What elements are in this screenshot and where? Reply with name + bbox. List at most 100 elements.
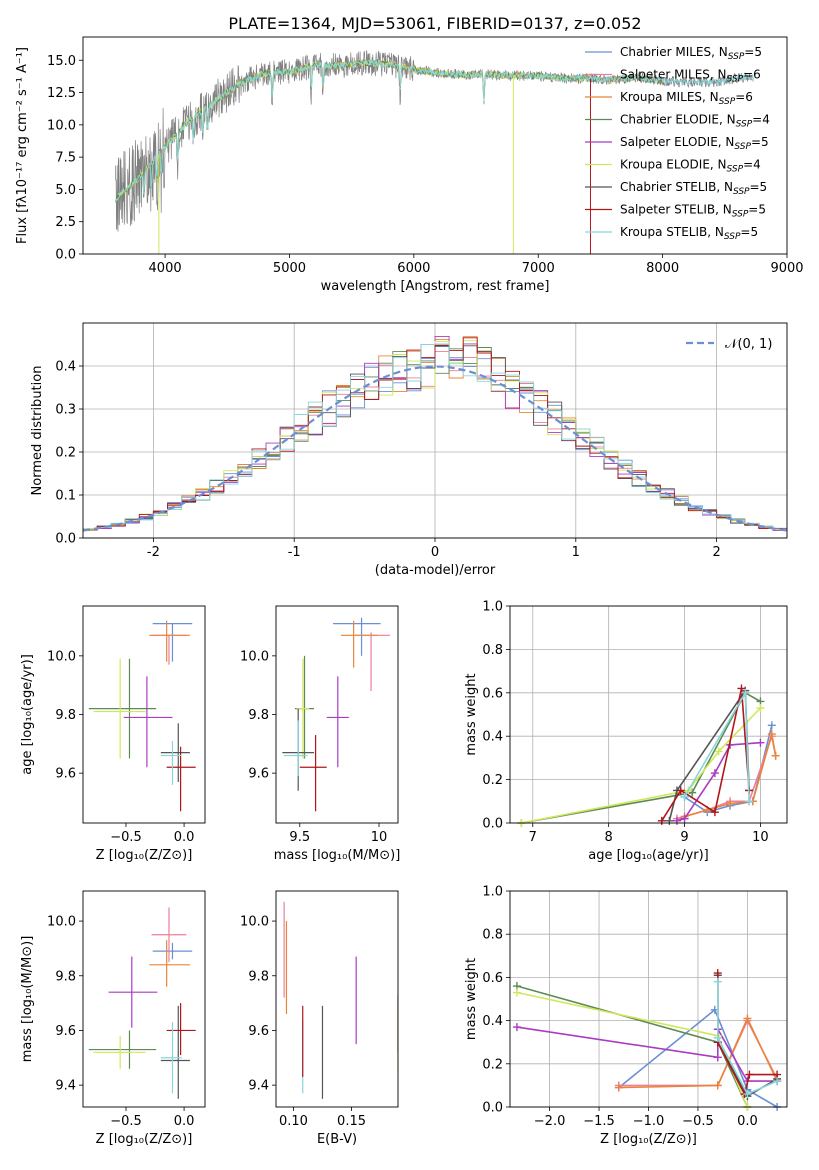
- legend-entry: Kroupa STELIB, NSSP=5: [620, 225, 758, 242]
- plus-marker: [713, 969, 722, 978]
- plus-marker: [767, 730, 776, 739]
- y-tick-label: 10.0: [47, 915, 76, 930]
- x-tick-label: 7000: [522, 261, 555, 276]
- plus-marker: [756, 703, 765, 712]
- plus-marker: [714, 747, 723, 756]
- x-tick-label: −0.5: [682, 1114, 714, 1129]
- y-tick-label: 9.4: [248, 1079, 269, 1094]
- y-tick-label: 2.5: [55, 215, 76, 230]
- model-spectrum-line: [114, 59, 754, 203]
- axes-frame: [82, 36, 788, 255]
- x-tick-label: 8000: [646, 261, 679, 276]
- mass-weight-vs-age-panel: 7 8 9 10 0.0 0.2 0.4 0.6 0.8 1.0 age [log₁₀(age/yr…: [464, 600, 788, 863]
- y-tick-label: 9.4: [55, 1079, 76, 1094]
- age-vs-metallicity-panel: −0.5 0.0 9.6 9.8 10.0 Z [log₁₀(Z/Z⊙)] age [log…: [20, 605, 206, 863]
- model-spectrum-line: [114, 59, 589, 203]
- y-tick-label: 0.4: [55, 360, 76, 375]
- axes-frame: [275, 605, 399, 824]
- y-axis-label: mass weight: [464, 958, 479, 1040]
- x-tick-label: 0.10: [279, 1114, 308, 1129]
- y-tick-label: 0.4: [482, 730, 503, 745]
- spectrum-y-axis-label: Flux [fλ10⁻¹⁷ erg cm⁻² s⁻¹ A⁻¹]: [15, 47, 30, 244]
- mass-vs-ebv-panel: 0.10 0.15 9.4 9.6 9.8 10.0 E(B-V): [240, 890, 399, 1147]
- y-tick-label: 9.6: [55, 1024, 76, 1039]
- y-tick-label: 0.2: [482, 1057, 503, 1072]
- histogram-x-axis-label: (data-model)/error: [375, 563, 496, 578]
- x-tick-label: 4000: [149, 261, 182, 276]
- y-tick-label: 0.3: [55, 403, 76, 418]
- x-tick-label: -2: [147, 545, 160, 560]
- y-tick-label: 9.8: [55, 708, 76, 723]
- plus-marker: [512, 1023, 521, 1032]
- x-tick-label: 1: [572, 545, 580, 560]
- x-tick-label: 9.5: [289, 830, 310, 845]
- x-tick-label: 10: [371, 830, 388, 845]
- plus-marker: [743, 1014, 752, 1023]
- histogram-step-line: [83, 343, 787, 530]
- x-axis-label: Z [log₁₀(Z/Z⊙)]: [96, 848, 193, 863]
- plus-marker: [710, 808, 719, 817]
- legend-entry: Chabrier ELODIE, NSSP=4: [620, 113, 770, 130]
- y-tick-label: 10.0: [240, 915, 269, 930]
- plus-marker: [713, 977, 722, 986]
- x-tick-label: −2.0: [534, 1114, 566, 1129]
- plus-marker: [680, 792, 689, 801]
- legend-entry: Kroupa MILES, NSSP=6: [620, 90, 753, 107]
- legend-entry: Chabrier STELIB, NSSP=5: [620, 180, 767, 197]
- y-tick-label: 10.0: [47, 649, 76, 664]
- mass-weight-line: [618, 1008, 778, 1107]
- plus-marker: [726, 799, 735, 808]
- y-tick-label: 9.6: [248, 767, 269, 782]
- y-tick-label: 0.2: [55, 446, 76, 461]
- y-tick-label: 0.0: [55, 532, 76, 547]
- plus-marker: [745, 1070, 754, 1079]
- plus-marker: [512, 988, 521, 997]
- y-tick-label: 9.6: [248, 1024, 269, 1039]
- x-tick-label: 0.0: [174, 1114, 195, 1129]
- x-axis-label: mass [log₁₀(M/M⊙)]: [274, 848, 401, 863]
- plus-marker: [741, 688, 750, 697]
- x-tick-label: 9: [680, 830, 688, 845]
- x-tick-label: 0.15: [337, 1114, 366, 1129]
- plus-marker: [657, 816, 666, 825]
- plus-marker: [676, 786, 685, 795]
- histogram-y-axis-label: Normed distribution: [30, 366, 45, 496]
- legend-entry: Kroupa ELODIE, NSSP=4: [620, 158, 761, 175]
- y-axis-label: mass weight: [464, 673, 479, 755]
- y-tick-label: 15.0: [47, 54, 76, 69]
- y-tick-label: 7.5: [55, 151, 76, 166]
- x-axis-label: age [log₁₀(age/yr)]: [588, 848, 709, 863]
- y-tick-label: 10.0: [240, 649, 269, 664]
- y-tick-label: 0.8: [482, 643, 503, 658]
- y-tick-label: 0.4: [482, 1014, 503, 1029]
- legend-entry: Salpeter ELODIE, NSSP=5: [620, 135, 769, 152]
- axes-frame: [82, 605, 206, 824]
- y-tick-label: 9.8: [55, 969, 76, 984]
- y-tick-label: 0.0: [482, 817, 503, 832]
- mass-weight-line: [516, 1026, 778, 1082]
- axes-frame: [275, 890, 399, 1108]
- y-tick-label: 9.8: [248, 969, 269, 984]
- mass-weight-line: [516, 985, 749, 1107]
- plus-marker: [773, 1077, 782, 1086]
- mass-weight-vs-metallicity-panel: −2.0 −1.5 −1.0 −0.5 0.0 0.0 0.2 0.4 0.6 0.8 1.0 Z […: [464, 885, 788, 1147]
- x-tick-label: 5000: [273, 261, 306, 276]
- x-axis-label: Z [log₁₀(Z/Z⊙)]: [600, 1132, 697, 1147]
- x-tick-label: 0.0: [174, 830, 195, 845]
- mass-weight-line: [521, 707, 761, 823]
- y-tick-label: 9.6: [55, 767, 76, 782]
- plus-marker: [743, 1090, 752, 1099]
- x-axis-label: Z [log₁₀(Z/Z⊙)]: [96, 1132, 193, 1147]
- plus-marker: [665, 816, 674, 825]
- plus-marker: [767, 721, 776, 730]
- y-axis-label: age [log₁₀(age/yr)]: [20, 654, 35, 775]
- axes-frame: [509, 605, 788, 824]
- y-tick-label: 1.0: [482, 885, 503, 900]
- y-tick-label: 0.6: [482, 686, 503, 701]
- plus-marker: [737, 684, 746, 693]
- x-tick-label: 6000: [397, 261, 430, 276]
- legend-entry: Salpeter MILES, NSSP=6: [620, 68, 761, 85]
- histogram-step-line: [83, 335, 787, 531]
- mass-weight-line: [717, 981, 778, 1096]
- plus-marker: [713, 1081, 722, 1090]
